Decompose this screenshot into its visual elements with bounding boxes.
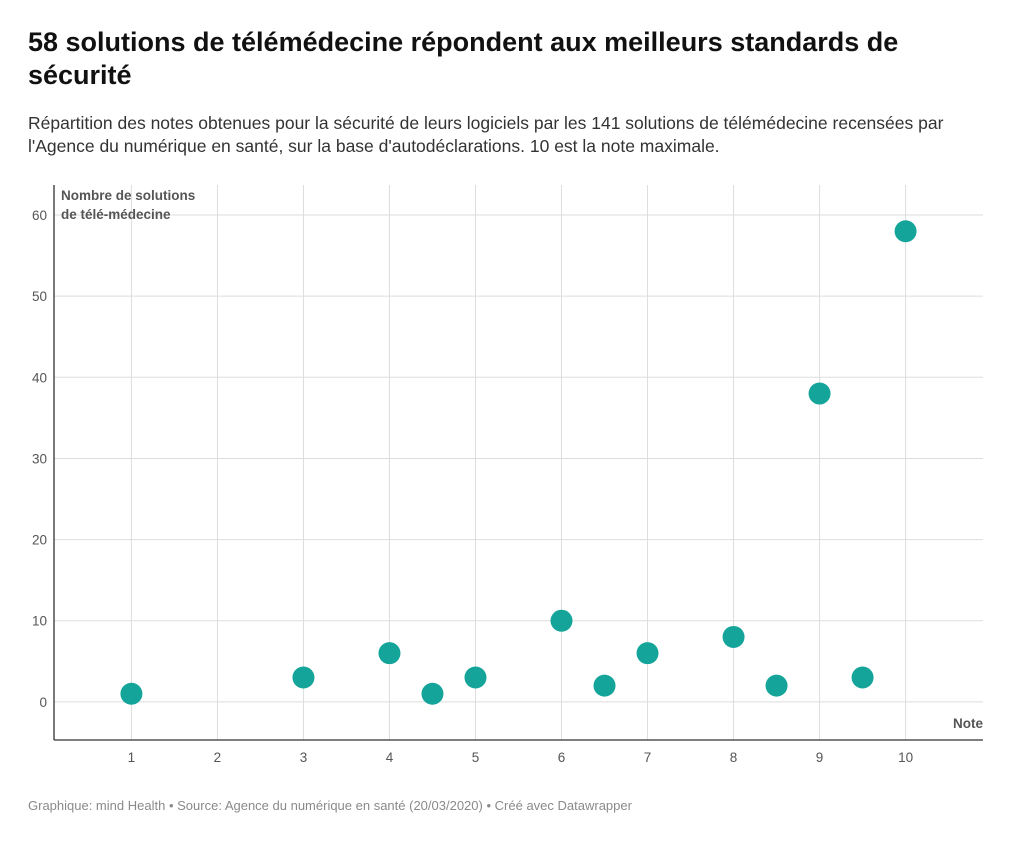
y-axis-title-line-2: de télé-médecine xyxy=(61,207,171,222)
data-point[interactable] xyxy=(464,667,486,689)
y-axis-title-line-1: Nombre de solutions xyxy=(61,188,195,203)
x-tick-label: 5 xyxy=(472,750,480,765)
x-tick-label: 8 xyxy=(730,750,738,765)
data-point[interactable] xyxy=(723,626,745,648)
x-tick-label: 7 xyxy=(644,750,652,765)
data-point[interactable] xyxy=(809,383,831,405)
x-tick-label: 10 xyxy=(898,750,913,765)
data-point[interactable] xyxy=(120,683,142,705)
data-point[interactable] xyxy=(292,667,314,689)
y-tick-label: 10 xyxy=(32,614,47,629)
scatter-chart: 0 10 20 30 40 50 60 1 2 3 4 5 6 7 8 9 10 Nombre de solu… xyxy=(0,0,1024,790)
footer-separator: • xyxy=(486,798,491,813)
x-tick-label: 6 xyxy=(558,750,566,765)
x-tick-label: 9 xyxy=(816,750,824,765)
y-tick-label: 20 xyxy=(32,533,47,548)
data-point[interactable] xyxy=(594,675,616,697)
data-point[interactable] xyxy=(421,683,443,705)
chart-footer: Graphique: mind Health • Source: Agence … xyxy=(28,798,632,813)
vertical-gridlines xyxy=(131,185,905,740)
x-tick-label: 3 xyxy=(300,750,308,765)
data-points xyxy=(120,220,916,705)
horizontal-gridlines xyxy=(54,215,983,702)
y-tick-label: 50 xyxy=(32,289,47,304)
x-tick-label: 4 xyxy=(386,750,394,765)
axes xyxy=(54,185,983,740)
y-tick-label: 30 xyxy=(32,451,47,466)
x-tick-label: 1 xyxy=(128,750,136,765)
x-axis-title: Note xyxy=(953,716,983,731)
footer-graphic: Graphique: mind Health xyxy=(28,798,165,813)
y-tick-label: 60 xyxy=(32,208,47,223)
footer-source: Source: Agence du numérique en santé (20… xyxy=(177,798,483,813)
data-point[interactable] xyxy=(551,610,573,632)
footer-credit: Créé avec Datawrapper xyxy=(495,798,632,813)
y-tick-label: 0 xyxy=(39,695,47,710)
y-tick-labels: 0 10 20 30 40 50 60 xyxy=(32,208,47,710)
x-tick-labels: 1 2 3 4 5 6 7 8 9 10 xyxy=(128,750,913,765)
footer-separator: • xyxy=(169,798,174,813)
data-point[interactable] xyxy=(895,220,917,242)
y-tick-label: 40 xyxy=(32,370,47,385)
data-point[interactable] xyxy=(852,667,874,689)
data-point[interactable] xyxy=(378,642,400,664)
x-tick-label: 2 xyxy=(214,750,222,765)
data-point[interactable] xyxy=(637,642,659,664)
data-point[interactable] xyxy=(766,675,788,697)
